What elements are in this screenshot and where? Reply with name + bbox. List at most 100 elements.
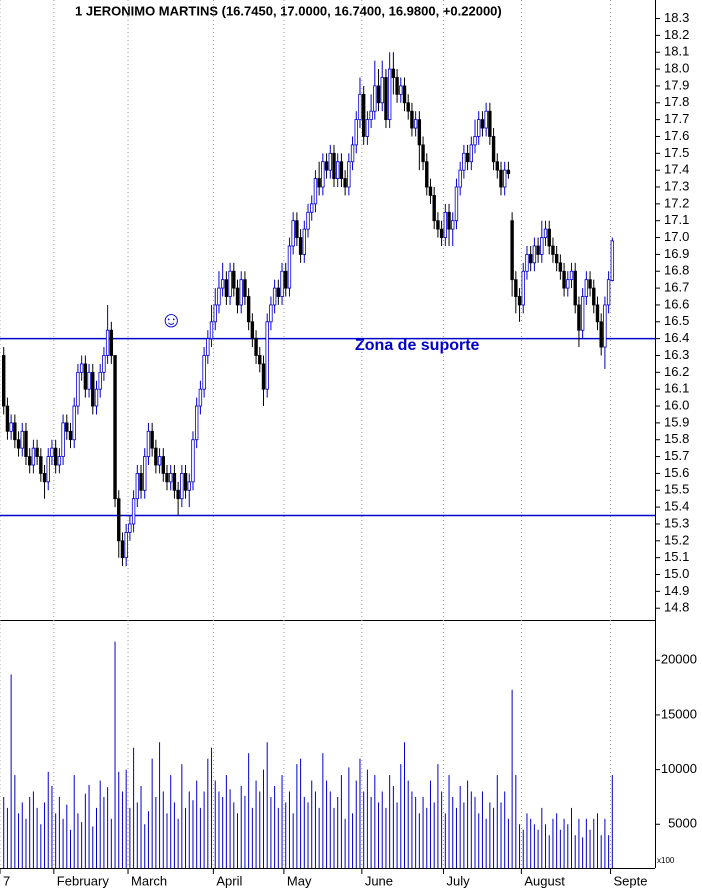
candle-body (592, 287, 596, 306)
candle-body (313, 178, 318, 205)
y-tick-label: 16.4 (664, 330, 689, 345)
candle-body (480, 119, 485, 129)
y-tick-label: 15.7 (664, 448, 689, 463)
candle-body (528, 254, 533, 264)
candle-body (406, 102, 410, 112)
candle-body (91, 371, 95, 407)
candle-body (521, 270, 525, 306)
candle-body (128, 523, 132, 533)
candle-body (76, 371, 80, 407)
candle-body (599, 321, 603, 348)
candle-body (347, 161, 351, 188)
candle-body (417, 119, 422, 146)
candle-body (220, 279, 225, 289)
candle-body (16, 439, 21, 449)
y-tick-label: 16.5 (664, 313, 689, 328)
candle-body (543, 228, 548, 238)
candle-body (94, 388, 99, 407)
candle-body (410, 110, 414, 129)
candle-body (187, 481, 191, 491)
candle-body (551, 245, 555, 255)
y-tick-label: 14.9 (664, 583, 689, 598)
y-tick-label: 17.7 (664, 111, 689, 126)
y-tick-label: 15.6 (664, 465, 689, 480)
candle-body (98, 371, 102, 390)
candle-body (176, 489, 180, 500)
candle-body (87, 371, 91, 390)
candle-body (558, 262, 563, 272)
candle-body (317, 178, 321, 188)
candle-body (117, 498, 121, 542)
candle-body (198, 388, 203, 407)
candle-body (588, 279, 592, 289)
candle-body (361, 93, 366, 137)
candle-body (83, 363, 88, 390)
y-tick-label: 17.6 (664, 128, 689, 143)
y-tick-label: 17.0 (664, 229, 689, 244)
candle-body (365, 119, 370, 137)
candle-body (213, 304, 217, 323)
x-tick-label: February (57, 873, 110, 888)
candle-body (491, 136, 496, 163)
candle-body (202, 355, 206, 390)
candle-body (328, 152, 332, 171)
y-tick-label: 16.1 (664, 381, 689, 396)
candle-body (284, 270, 288, 289)
y-tick-label: 15.5 (664, 482, 689, 497)
candle-body (610, 240, 615, 281)
candle-body (150, 430, 154, 449)
candle-body (495, 161, 499, 171)
candle-body (109, 329, 114, 356)
candle-body (306, 211, 310, 230)
y-tick-label: 15.4 (664, 499, 689, 514)
x-tick-label: April (216, 873, 242, 888)
candle-body (428, 186, 433, 196)
y-tick-label: 14.8 (664, 600, 689, 615)
candle-body (454, 186, 459, 222)
candle-body (161, 456, 165, 474)
candle-body (514, 279, 518, 297)
volume-tick-label: 15000 (661, 706, 697, 721)
y-tick-label: 17.1 (664, 212, 689, 227)
candle-body (584, 279, 589, 297)
y-tick-label: 17.8 (664, 94, 689, 109)
candle-body (261, 363, 266, 390)
candle-body (113, 355, 117, 500)
candle-body (573, 270, 577, 306)
candle-body (547, 228, 551, 247)
x-tick-label: July (446, 873, 470, 888)
y-tick-label: 18.3 (664, 10, 689, 25)
candle-body (265, 321, 269, 390)
candle-body (458, 169, 462, 188)
y-tick-label: 17.9 (664, 77, 689, 92)
icon-annotation: ☺ (160, 307, 182, 332)
candle-body (276, 287, 281, 297)
candle-body (154, 447, 158, 466)
candle-body (358, 93, 362, 121)
x-tick-label: 7 (3, 873, 10, 888)
candle-body (517, 296, 522, 306)
candle-body (131, 498, 136, 525)
candle-body (443, 211, 448, 238)
candle-body (395, 77, 399, 95)
y-tick-label: 15.0 (664, 566, 689, 581)
candle-body (217, 287, 221, 306)
candle-body (425, 161, 429, 188)
candle-body (57, 456, 62, 466)
candle-body (61, 422, 65, 457)
y-tick-label: 16.8 (664, 263, 689, 278)
candle-body (139, 473, 143, 491)
candle-body (391, 68, 396, 78)
candle-body (5, 405, 10, 432)
candle-body (24, 430, 28, 457)
candle-body (488, 110, 492, 137)
candle-body (536, 245, 540, 255)
candle-body (577, 304, 581, 331)
candle-body (421, 144, 425, 163)
volume-tick-label: 20000 (661, 652, 697, 667)
candle-body (525, 254, 529, 272)
candle-body (503, 169, 507, 188)
candle-body (232, 270, 236, 289)
candle-body (499, 169, 503, 188)
